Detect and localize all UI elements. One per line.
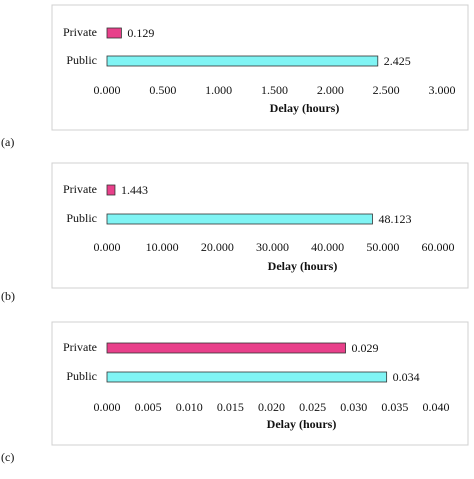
value-label: 48.123 [378, 212, 411, 226]
x-axis-title: Delay (hours) [267, 417, 337, 431]
x-tick-label: 0.000 [94, 400, 121, 414]
panel-label: (c) [1, 450, 14, 464]
panel-label: (a) [1, 135, 14, 149]
x-tick-label: 40.000 [311, 240, 344, 254]
category-label: Private [63, 182, 97, 196]
category-label: Private [63, 25, 97, 39]
x-tick-label: 0.030 [340, 400, 367, 414]
bar [106, 213, 373, 225]
value-label: 2.425 [384, 54, 411, 68]
category-label: Public [66, 53, 97, 67]
value-label: 1.443 [121, 183, 148, 197]
panel-frame [51, 4, 469, 131]
panel-label: (b) [1, 289, 15, 303]
value-label: 0.034 [393, 370, 420, 384]
bar [106, 371, 388, 383]
x-tick-label: 2.500 [373, 83, 400, 97]
x-tick-label: 0.000 [94, 240, 121, 254]
x-tick-label: 0.020 [258, 400, 285, 414]
x-tick-label: 3.000 [429, 83, 456, 97]
category-label: Public [66, 369, 97, 383]
x-tick-label: 0.005 [135, 400, 162, 414]
x-axis-title: Delay (hours) [270, 101, 340, 115]
bar [106, 55, 379, 67]
panel-frame [51, 321, 469, 446]
x-tick-label: 0.035 [381, 400, 408, 414]
category-label: Private [63, 340, 97, 354]
x-tick-label: 20.000 [201, 240, 234, 254]
x-tick-label: 0.500 [149, 83, 176, 97]
value-label: 0.129 [127, 26, 154, 40]
x-tick-label: 2.000 [317, 83, 344, 97]
x-tick-label: 1.000 [205, 83, 232, 97]
value-label: 0.029 [352, 341, 379, 355]
x-axis-title: Delay (hours) [268, 259, 338, 273]
x-tick-label: 0.010 [176, 400, 203, 414]
x-tick-label: 0.000 [94, 83, 121, 97]
x-tick-label: 50.000 [366, 240, 399, 254]
x-tick-label: 0.015 [217, 400, 244, 414]
x-tick-label: 0.025 [299, 400, 326, 414]
x-tick-label: 60.000 [422, 240, 455, 254]
bar [106, 342, 346, 354]
bar [106, 27, 122, 39]
panel-frame [51, 162, 469, 289]
x-tick-label: 30.000 [256, 240, 289, 254]
x-tick-label: 0.040 [423, 400, 450, 414]
bar [106, 184, 116, 196]
x-tick-label: 10.000 [146, 240, 179, 254]
x-tick-label: 1.500 [261, 83, 288, 97]
category-label: Public [66, 211, 97, 225]
